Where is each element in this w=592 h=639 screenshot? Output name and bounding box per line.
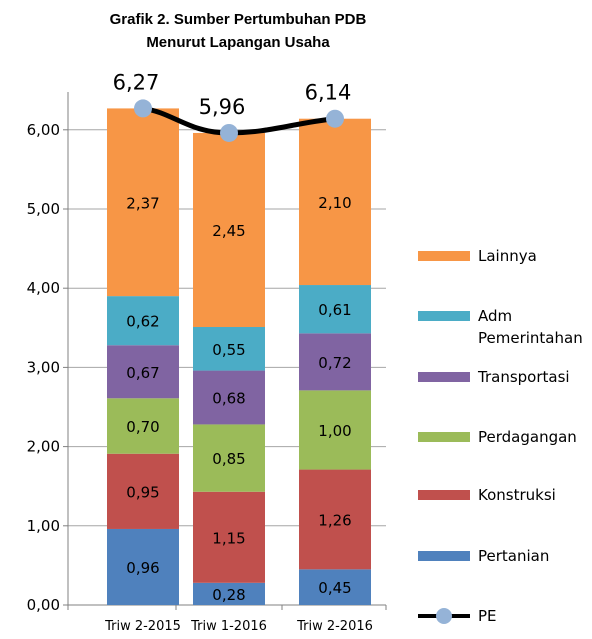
pe-marker xyxy=(326,109,344,128)
data-label-transportasi: 0,67 xyxy=(126,364,159,382)
bar-segment-adm-pemerintahan xyxy=(299,285,371,334)
data-label-lainnya: 2,10 xyxy=(318,194,351,212)
y-tick-label: 1,00 xyxy=(27,517,60,535)
data-label-konstruksi: 0,95 xyxy=(126,483,159,501)
legend-swatch-adm-pemerintahan xyxy=(418,311,470,321)
legend-swatch-konstruksi xyxy=(418,490,470,500)
data-label-perdagangan: 1,00 xyxy=(318,422,351,440)
data-label-transportasi: 0,72 xyxy=(318,354,351,372)
pe-line: 6,27 5,96 6,14 xyxy=(113,70,352,142)
legend-label-konstruksi: Konstruksi xyxy=(478,486,556,504)
bar-segment-adm-pemerintahan xyxy=(107,296,179,346)
y-tick-label: 3,00 xyxy=(27,358,60,376)
data-label-pertanian: 0,28 xyxy=(212,586,245,604)
legend-label-pe: PE xyxy=(478,607,497,625)
legend: Lainnya Adm Pemerintahan Transportasi Perdag… xyxy=(418,247,583,625)
y-tick-label: 2,00 xyxy=(27,438,60,456)
pe-data-label: 6,27 xyxy=(113,70,160,94)
data-label-lainnya: 2,45 xyxy=(212,222,245,240)
bar-segment-transportasi xyxy=(193,370,265,425)
legend-swatch-perdagangan xyxy=(418,432,470,442)
x-category-label: Triw 2-2015 xyxy=(104,619,181,634)
pe-marker xyxy=(220,123,238,142)
bar-segment-lainnya xyxy=(193,132,265,328)
data-label-adm-pemerintahan: 0,61 xyxy=(318,301,351,319)
legend-label-transportasi: Transportasi xyxy=(477,368,570,386)
bar-segment-transportasi xyxy=(299,333,371,391)
bar-segment-konstruksi xyxy=(193,491,265,583)
data-label-transportasi: 0,68 xyxy=(212,389,245,407)
pe-data-label: 5,96 xyxy=(199,95,246,119)
data-label-perdagangan: 0,70 xyxy=(126,418,159,436)
y-tick-label: 5,00 xyxy=(27,200,60,218)
data-label-pertanian: 0,45 xyxy=(318,579,351,597)
bar-segment-perdagangan xyxy=(193,424,265,492)
legend-label-lainnya: Lainnya xyxy=(478,247,537,265)
legend-label-pertanian: Pertanian xyxy=(478,547,549,565)
legend-swatch-transportasi xyxy=(418,372,470,382)
chart-title-line1: Grafik 2. Sumber Pertumbuhan PDB xyxy=(110,11,367,28)
legend-swatch-pertanian xyxy=(418,551,470,561)
bars: 0,96 0,95 0,70 0,67 0,62 2,37 0,28 1,15 0,85 0,68… xyxy=(107,108,371,605)
bar-segment-lainnya xyxy=(299,118,371,286)
bar-segment-perdagangan xyxy=(107,398,179,454)
legend-label-perdagangan: Perdagangan xyxy=(478,428,577,446)
data-label-perdagangan: 0,85 xyxy=(212,450,245,468)
data-label-konstruksi: 1,26 xyxy=(318,511,351,529)
data-label-pertanian: 0,96 xyxy=(126,559,159,577)
bar-segment-transportasi xyxy=(107,345,179,399)
bar-segment-konstruksi xyxy=(107,453,179,529)
y-tick-label: 4,00 xyxy=(27,279,60,297)
chart-title-line2: Menurut Lapangan Usaha xyxy=(146,34,330,51)
pe-marker xyxy=(134,99,152,118)
legend-swatch-pe-marker xyxy=(436,608,452,624)
bar-segment-konstruksi xyxy=(299,469,371,570)
bar-segment-lainnya xyxy=(107,108,179,297)
y-tick-label: 6,00 xyxy=(27,121,60,139)
y-tick-label: 0,00 xyxy=(27,596,60,614)
legend-label-adm-pemerintahan: Pemerintahan xyxy=(478,329,583,347)
pe-data-label: 6,14 xyxy=(305,81,352,105)
bar-segment-perdagangan xyxy=(299,390,371,470)
bar-segment-pertanian xyxy=(299,569,371,605)
bar-segment-pertanian xyxy=(193,582,265,605)
data-label-adm-pemerintahan: 0,62 xyxy=(126,313,159,331)
legend-label-adm-pemerintahan: Adm xyxy=(478,307,512,325)
legend-swatch-lainnya xyxy=(418,251,470,261)
x-category-label: Triw 1-2016 xyxy=(190,619,267,634)
bar-segment-pertanian xyxy=(107,528,179,605)
data-label-lainnya: 2,37 xyxy=(126,194,159,212)
data-label-konstruksi: 1,15 xyxy=(212,529,245,547)
bar-segment-adm-pemerintahan xyxy=(193,327,265,371)
x-category-label: Triw 2-2016 xyxy=(296,619,373,634)
data-label-adm-pemerintahan: 0,55 xyxy=(212,341,245,359)
